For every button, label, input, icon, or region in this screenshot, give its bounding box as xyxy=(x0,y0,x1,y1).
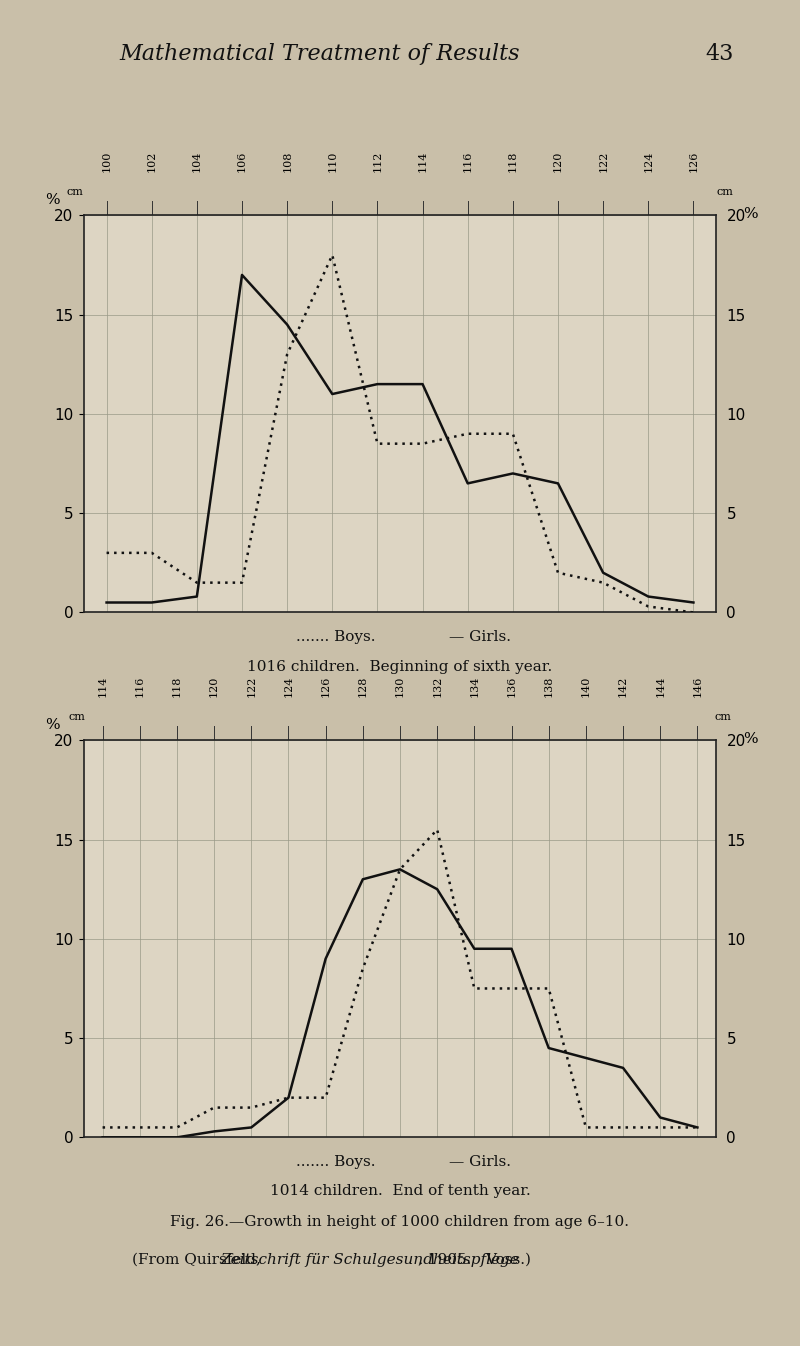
Text: 136: 136 xyxy=(506,676,517,697)
Text: 116: 116 xyxy=(134,676,145,697)
Text: 43: 43 xyxy=(706,43,734,65)
Text: 138: 138 xyxy=(544,676,554,697)
Text: 146: 146 xyxy=(693,676,702,697)
Y-axis label: %: % xyxy=(45,194,60,207)
Text: 124: 124 xyxy=(643,151,654,172)
Text: 100: 100 xyxy=(102,151,111,172)
Text: 126: 126 xyxy=(321,676,330,697)
Text: 122: 122 xyxy=(598,151,608,172)
Text: 120: 120 xyxy=(209,676,219,697)
Text: , 1905.   Voss.): , 1905. Voss.) xyxy=(418,1253,531,1267)
Text: 1016 children.  Beginning of sixth year.: 1016 children. Beginning of sixth year. xyxy=(247,660,553,673)
Text: 114: 114 xyxy=(418,151,427,172)
Text: Zeitschrift für Schulgesundheitspflege: Zeitschrift für Schulgesundheitspflege xyxy=(221,1253,519,1267)
Text: 128: 128 xyxy=(358,676,368,697)
Text: 102: 102 xyxy=(146,151,157,172)
Text: 106: 106 xyxy=(237,151,247,172)
Text: 1014 children.  End of tenth year.: 1014 children. End of tenth year. xyxy=(270,1184,530,1198)
Text: 110: 110 xyxy=(327,151,338,172)
Text: ....... Boys.: ....... Boys. xyxy=(296,1155,376,1168)
Text: 112: 112 xyxy=(373,151,382,172)
Text: 118: 118 xyxy=(508,151,518,172)
Text: 130: 130 xyxy=(395,676,405,697)
Y-axis label: %: % xyxy=(743,207,758,222)
Text: 118: 118 xyxy=(172,676,182,697)
Text: cm: cm xyxy=(717,187,734,197)
Text: 104: 104 xyxy=(192,151,202,172)
Text: — Girls.: — Girls. xyxy=(449,1155,511,1168)
Text: (From Quirsfeld,: (From Quirsfeld, xyxy=(132,1253,266,1267)
Text: 122: 122 xyxy=(246,676,256,697)
Text: — Girls.: — Girls. xyxy=(449,630,511,643)
Text: cm: cm xyxy=(68,712,85,721)
Text: 144: 144 xyxy=(655,676,666,697)
Text: 142: 142 xyxy=(618,676,628,697)
Text: Fig. 26.—Growth in height of 1000 children from age 6–10.: Fig. 26.—Growth in height of 1000 childr… xyxy=(170,1215,630,1229)
Text: 134: 134 xyxy=(470,676,479,697)
Text: 126: 126 xyxy=(689,151,698,172)
Text: 120: 120 xyxy=(553,151,563,172)
Text: cm: cm xyxy=(715,712,732,721)
Text: ....... Boys.: ....... Boys. xyxy=(296,630,376,643)
Text: 108: 108 xyxy=(282,151,292,172)
Text: cm: cm xyxy=(66,187,83,197)
Text: 140: 140 xyxy=(581,676,591,697)
Text: 124: 124 xyxy=(283,676,294,697)
Text: Mathematical Treatment of Results: Mathematical Treatment of Results xyxy=(120,43,520,65)
Text: 132: 132 xyxy=(432,676,442,697)
Text: 114: 114 xyxy=(98,676,107,697)
Text: 116: 116 xyxy=(462,151,473,172)
Y-axis label: %: % xyxy=(743,732,758,747)
Y-axis label: %: % xyxy=(45,719,60,732)
